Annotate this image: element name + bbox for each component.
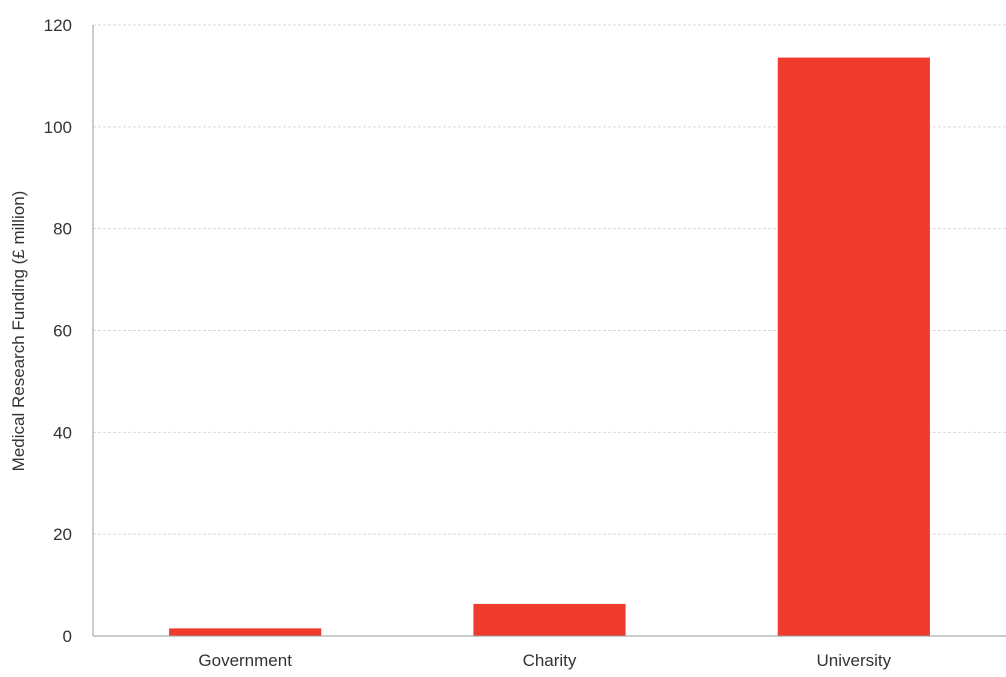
- y-tick-label: 0: [63, 627, 72, 646]
- axes: [92, 25, 1006, 637]
- y-tick-label: 120: [44, 16, 72, 35]
- y-tick-label: 80: [53, 220, 72, 239]
- y-tick-labels: 0 20 40 60 80 100 120: [44, 16, 72, 646]
- y-tick-label: 100: [44, 118, 72, 137]
- y-tick-label: 60: [53, 322, 72, 341]
- x-tick-labels: Government Charity University: [198, 651, 891, 670]
- x-tick-label: Government: [198, 651, 292, 670]
- x-tick-label: Charity: [523, 651, 577, 670]
- bars: [169, 57, 930, 636]
- y-axis-label: Medical Research Funding (£ million): [9, 191, 28, 472]
- y-tick-label: 20: [53, 525, 72, 544]
- x-tick-label: University: [817, 651, 892, 670]
- y-tick-label: 40: [53, 423, 72, 442]
- bar-charity: [473, 603, 626, 636]
- bar-university: [777, 57, 930, 636]
- bar-government: [169, 628, 322, 636]
